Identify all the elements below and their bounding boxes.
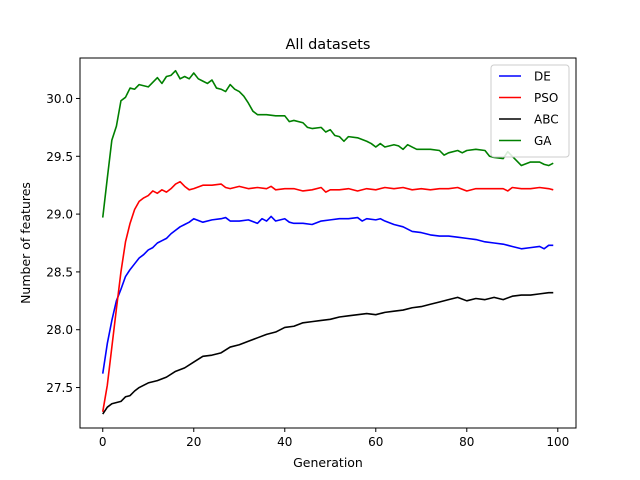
legend-label-de: DE: [534, 70, 551, 84]
series-line-ga: [101, 69, 554, 218]
x-axis-label: Generation: [293, 455, 363, 470]
x-tick-label: 20: [186, 435, 201, 449]
chart-title: All datasets: [286, 37, 371, 53]
y-tick-label: 29.0: [46, 208, 73, 222]
plot-frame: [79, 57, 577, 429]
y-tick-label: 29.5: [46, 150, 73, 164]
y-axis-label: Number of features: [18, 182, 33, 304]
axis-ticks: 0 20 40 60 80 100 27.5 28.0 28.5 29.0 29.5 30.0: [46, 92, 569, 449]
legend-label-ga: GA: [534, 134, 552, 148]
y-tick-label: 27.5: [46, 381, 73, 395]
y-tick-label: 28.5: [46, 265, 73, 279]
x-tick-label: 80: [459, 435, 474, 449]
x-tick-label: 40: [277, 435, 292, 449]
legend-label-pso: PSO: [534, 91, 558, 105]
series-line-abc: [102, 291, 554, 415]
legend: DE PSO ABC GA: [490, 64, 570, 158]
y-tick-label: 30.0: [46, 92, 73, 106]
series-line-pso: [101, 180, 554, 412]
x-tick-label: 60: [368, 435, 383, 449]
legend-box: [490, 64, 570, 158]
series-line-de: [101, 215, 554, 374]
x-tick-label: 0: [99, 435, 107, 449]
x-tick-label: 100: [546, 435, 569, 449]
plot-lines: [101, 69, 554, 415]
legend-label-abc: ABC: [534, 113, 559, 127]
y-tick-label: 28.0: [46, 323, 73, 337]
